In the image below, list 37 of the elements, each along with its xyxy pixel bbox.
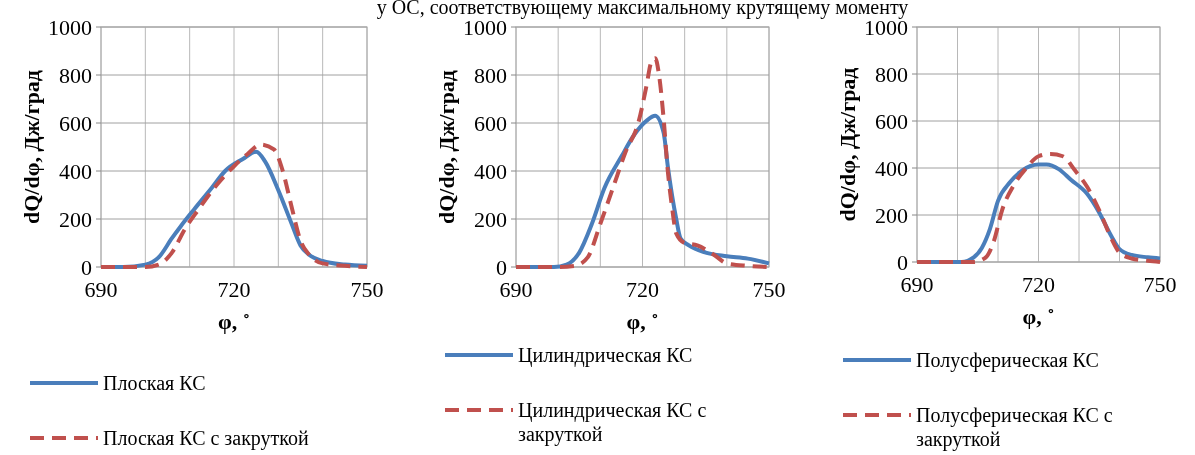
y-tick-label: 600 [474, 110, 507, 136]
legend-label: Полусферическая КС [916, 349, 1099, 372]
y-tick-label: 400 [59, 158, 92, 184]
x-tick-label: 690 [84, 277, 118, 302]
legend-label: Плоская КС с закруткой [103, 427, 310, 450]
y-axis-title: dQ/dφ, Дж/град [19, 70, 44, 224]
y-tick-label: 0 [897, 249, 908, 275]
legend-label: Полусферическая КС с закруткой [916, 404, 1113, 451]
x-axis-title: φ, ˚ [217, 309, 251, 334]
x-tick-label: 690 [499, 277, 533, 302]
y-axis-title: dQ/dφ, Дж/град [835, 67, 860, 222]
y-tick-label: 200 [474, 206, 507, 232]
y-tick-label: 200 [59, 206, 92, 232]
x-tick-label: 690 [900, 272, 934, 297]
y-tick-label: 400 [474, 158, 507, 184]
y-tick-label: 600 [875, 108, 908, 134]
y-tick-label: 1000 [48, 14, 92, 40]
x-tick-label: 750 [752, 277, 786, 302]
y-tick-label: 400 [875, 155, 908, 181]
y-tick-label: 600 [59, 110, 92, 136]
x-axis-title: φ, ˚ [1022, 304, 1055, 329]
x-tick-label: 750 [1143, 272, 1177, 297]
x-tick-label: 720 [217, 277, 251, 302]
legend-label: Цилиндрическая КС [518, 344, 693, 367]
y-axis-title: dQ/dφ, Дж/град [434, 70, 459, 224]
x-tick-label: 720 [626, 277, 659, 302]
y-tick-label: 800 [875, 61, 908, 87]
y-tick-label: 0 [496, 254, 507, 280]
y-tick-label: 800 [474, 62, 507, 88]
x-axis-title: φ, ˚ [626, 309, 659, 334]
y-tick-label: 0 [81, 254, 92, 280]
y-tick-label: 200 [875, 202, 908, 228]
y-tick-label: 800 [59, 62, 92, 88]
x-tick-label: 720 [1022, 272, 1055, 297]
legend-label: Цилиндрическая КС с закруткой [518, 399, 707, 446]
legend-label: Плоская КС [103, 372, 206, 394]
x-tick-label: 750 [350, 277, 384, 302]
